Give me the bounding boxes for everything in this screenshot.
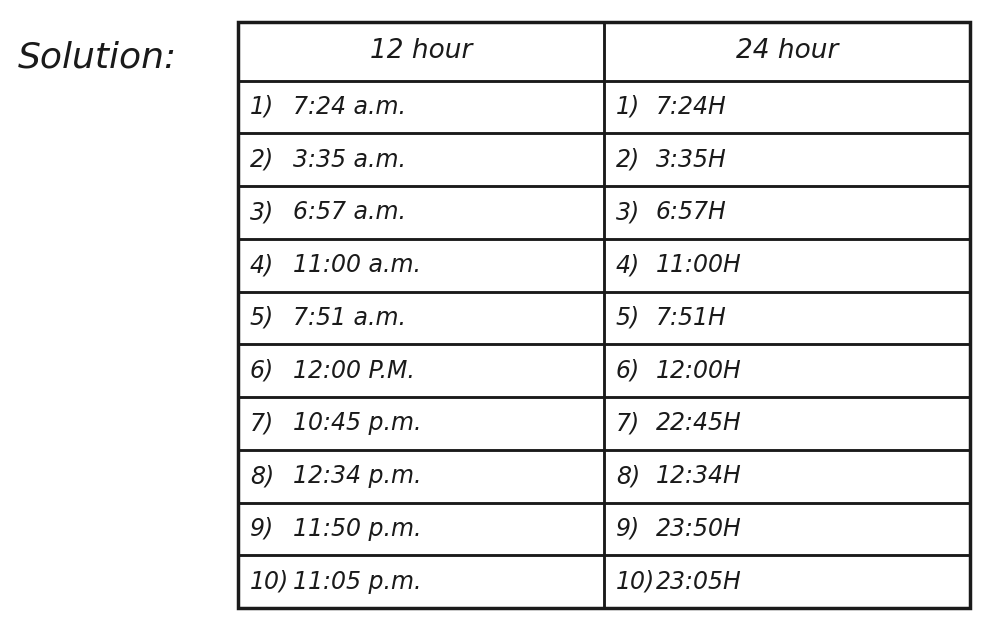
Text: 24 hour: 24 hour bbox=[736, 38, 838, 64]
Text: 11:00 a.m.: 11:00 a.m. bbox=[293, 253, 421, 277]
Text: 11:00H: 11:00H bbox=[656, 253, 742, 277]
Text: 4): 4) bbox=[250, 253, 274, 277]
Text: 12:34 p.m.: 12:34 p.m. bbox=[293, 464, 422, 488]
Text: 2): 2) bbox=[250, 148, 274, 172]
Text: 2): 2) bbox=[616, 148, 640, 172]
Text: 1): 1) bbox=[250, 95, 274, 119]
Text: 22:45H: 22:45H bbox=[656, 411, 742, 436]
Bar bbox=[238, 503, 604, 555]
Text: 9): 9) bbox=[616, 517, 640, 541]
Bar bbox=[604, 450, 970, 503]
Bar bbox=[238, 133, 604, 186]
Text: 7:51H: 7:51H bbox=[656, 306, 727, 330]
Text: 12:34H: 12:34H bbox=[656, 464, 742, 488]
Text: 6:57 a.m.: 6:57 a.m. bbox=[293, 200, 406, 224]
Text: 12 hour: 12 hour bbox=[370, 38, 472, 64]
Bar bbox=[604, 22, 970, 81]
Text: 7:24 a.m.: 7:24 a.m. bbox=[293, 95, 406, 119]
Bar bbox=[604, 133, 970, 186]
Text: 8): 8) bbox=[616, 464, 640, 488]
Text: 7): 7) bbox=[250, 411, 274, 436]
Text: 7): 7) bbox=[616, 411, 640, 436]
Text: 6:57H: 6:57H bbox=[656, 200, 727, 224]
Text: 9): 9) bbox=[250, 517, 274, 541]
Bar bbox=[604, 555, 970, 608]
Bar bbox=[238, 450, 604, 503]
Text: 12:00 P.M.: 12:00 P.M. bbox=[293, 359, 415, 383]
Text: 5): 5) bbox=[250, 306, 274, 330]
Bar bbox=[238, 397, 604, 450]
Bar bbox=[238, 22, 970, 608]
Bar bbox=[238, 344, 604, 397]
Text: 8): 8) bbox=[250, 464, 274, 488]
Text: 6): 6) bbox=[616, 359, 640, 383]
Bar bbox=[238, 555, 604, 608]
Bar bbox=[604, 292, 970, 344]
Text: 1): 1) bbox=[616, 95, 640, 119]
Text: 4): 4) bbox=[616, 253, 640, 277]
Bar bbox=[604, 81, 970, 133]
Text: 10): 10) bbox=[250, 569, 289, 593]
Text: 11:50 p.m.: 11:50 p.m. bbox=[293, 517, 422, 541]
Bar bbox=[238, 22, 604, 81]
Bar bbox=[238, 81, 604, 133]
Bar bbox=[604, 344, 970, 397]
Text: 12:00H: 12:00H bbox=[656, 359, 742, 383]
Text: 23:05H: 23:05H bbox=[656, 569, 742, 593]
Bar bbox=[604, 503, 970, 555]
Bar bbox=[238, 186, 604, 239]
Text: Solution:: Solution: bbox=[18, 40, 177, 74]
Text: 7:24H: 7:24H bbox=[656, 95, 727, 119]
Bar bbox=[238, 239, 604, 292]
Text: 23:50H: 23:50H bbox=[656, 517, 742, 541]
Bar bbox=[238, 292, 604, 344]
Bar bbox=[604, 186, 970, 239]
Bar bbox=[604, 397, 970, 450]
Text: 3): 3) bbox=[616, 200, 640, 224]
Text: 6): 6) bbox=[250, 359, 274, 383]
Text: 5): 5) bbox=[616, 306, 640, 330]
Text: 3:35H: 3:35H bbox=[656, 148, 727, 172]
Text: 3): 3) bbox=[250, 200, 274, 224]
Bar bbox=[604, 239, 970, 292]
Text: 7:51 a.m.: 7:51 a.m. bbox=[293, 306, 406, 330]
Text: 10): 10) bbox=[616, 569, 655, 593]
Text: 10:45 p.m.: 10:45 p.m. bbox=[293, 411, 422, 436]
Text: 11:05 p.m.: 11:05 p.m. bbox=[293, 569, 422, 593]
Text: 3:35 a.m.: 3:35 a.m. bbox=[293, 148, 406, 172]
